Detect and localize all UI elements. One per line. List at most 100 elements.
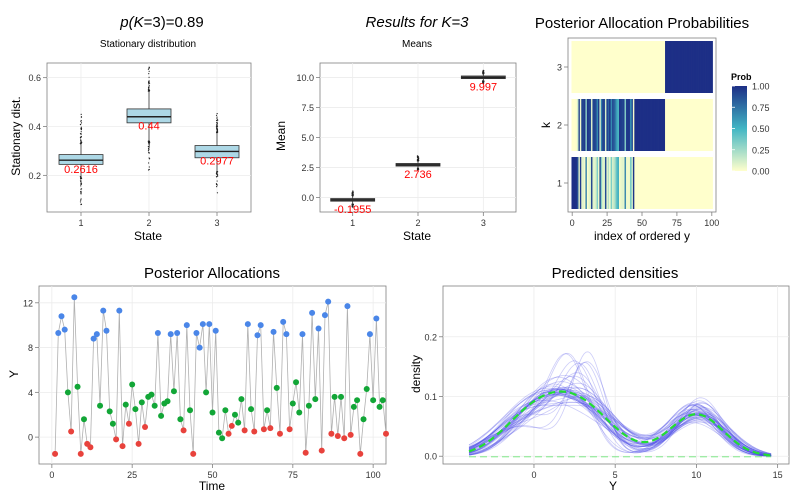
stationary-outlier-point	[80, 199, 82, 201]
allocation-point-state-2	[360, 416, 367, 423]
stationary-outlier-point	[148, 85, 150, 87]
heatmap-cell	[638, 99, 641, 151]
heatmap-cell	[632, 41, 635, 93]
heatmap-cell	[653, 41, 656, 93]
allocation-point-state-3	[193, 330, 200, 337]
heatmap-cell	[649, 157, 652, 209]
density-draw-curve	[468, 394, 772, 457]
allocations-x-tick-label: 100	[366, 470, 381, 480]
heatmap-cell	[688, 99, 691, 151]
means-outlier-point	[482, 72, 484, 75]
stationary-outlier-point	[80, 139, 82, 142]
heatmap-cell	[687, 99, 690, 151]
heatmap-cell	[618, 41, 621, 93]
stationary-outlier-point	[80, 182, 83, 184]
allocation-point-state-3	[174, 330, 181, 337]
heatmap-cell	[642, 157, 645, 209]
stationary-outlier-point	[147, 150, 150, 152]
heatmap-cell	[662, 157, 665, 209]
stationary-subtitle: Stationary distribution	[100, 39, 196, 50]
density-draw-curve	[468, 376, 772, 457]
stationary-y-tick-label: 0.4	[28, 122, 41, 132]
heatmap-cell	[584, 157, 586, 209]
heatmap-cell	[592, 99, 595, 151]
density-draw-curve	[468, 389, 772, 455]
allocation-point-state-3	[270, 328, 277, 335]
heatmap-cell	[578, 41, 581, 93]
allocation-point-state-1	[267, 425, 274, 432]
stationary-outlier-point	[148, 149, 150, 151]
heatmap-legend-tick-label: 0.50	[752, 124, 770, 134]
heatmap-cell	[711, 99, 713, 151]
heatmap-cell	[656, 99, 659, 151]
heatmap-cell	[634, 99, 637, 151]
stationary-outlier-point	[80, 126, 82, 128]
heatmap-cell	[618, 99, 621, 151]
heatmap-cell	[670, 99, 673, 151]
stationary-outlier-point	[80, 178, 82, 180]
heatmap-cell	[646, 99, 649, 151]
heatmap-x-tick-label: 0	[570, 218, 575, 228]
heatmap-cell	[705, 157, 708, 209]
density-draw-curve	[468, 351, 772, 454]
stationary-outlier-point	[80, 180, 82, 182]
heatmap-cell	[579, 99, 582, 151]
densities-plot-background: 0.0 0.1 0.2 0 5 10 15	[424, 285, 790, 480]
densities-plot-area	[442, 285, 790, 465]
heatmap-cell	[620, 41, 623, 93]
heatmap-cell	[625, 157, 628, 209]
heatmap-cell	[631, 41, 634, 93]
heatmap-cell	[656, 41, 659, 93]
heatmap-cell	[652, 99, 655, 151]
heatmap-cell	[652, 157, 655, 209]
heatmap-cell	[667, 41, 670, 93]
stationary-outlier-point	[216, 127, 218, 129]
density-mean-curve	[468, 390, 772, 457]
heatmap-cell	[646, 157, 649, 209]
stationary-outlier-point	[79, 201, 82, 203]
heatmap-cell	[672, 157, 674, 209]
means-y-tick-label: 5.0	[301, 133, 314, 143]
heatmap-cell	[586, 41, 589, 93]
means-outlier-point	[417, 168, 419, 170]
heatmap-cell	[588, 99, 591, 151]
densities-x-tick-label: 10	[691, 470, 701, 480]
density-draw-curve	[468, 387, 772, 457]
heatmap-cell	[571, 157, 574, 209]
heatmap-cell	[672, 99, 674, 151]
heatmap-cell	[624, 157, 627, 209]
allocation-point-state-2	[177, 416, 184, 423]
heatmap-cell	[628, 41, 631, 93]
allocations-x-tick-label: 25	[127, 470, 137, 480]
stationary-outlier-point	[80, 122, 83, 124]
means-x-tick-label: 1	[350, 218, 355, 228]
heatmap-cell	[621, 99, 624, 151]
means-x-axis-label: State	[403, 229, 431, 243]
heatmap-cell	[639, 99, 642, 151]
heatmap-cell	[706, 157, 709, 209]
heatmap-cell	[679, 157, 681, 209]
heatmap-cell	[572, 99, 575, 151]
allocation-point-state-1	[142, 424, 149, 431]
allocation-point-state-2	[354, 397, 361, 404]
heatmap-cell	[617, 157, 620, 209]
heatmap-cell	[596, 99, 599, 151]
stationary-outlier-point	[148, 76, 150, 78]
stationary-outlier-point	[147, 68, 150, 70]
stationary-outlier-point	[80, 120, 82, 122]
heatmap-cell	[623, 41, 625, 93]
allocation-point-state-3	[212, 327, 219, 334]
heatmap-cell	[683, 99, 685, 151]
heatmap-cell	[584, 41, 586, 93]
stationary-x-tick-label: 3	[214, 218, 219, 228]
heatmap-cell	[578, 99, 581, 151]
heatmap-cell	[676, 41, 679, 93]
heatmap-cell	[658, 41, 660, 93]
stationary-outlier-point	[147, 86, 150, 88]
density-draw-curve	[468, 387, 772, 456]
allocation-point-state-2	[305, 402, 312, 409]
heatmap-cell	[603, 99, 606, 151]
stationary-outlier-point	[148, 73, 150, 75]
allocation-point-state-3	[71, 294, 78, 301]
heatmap-cell	[698, 99, 701, 151]
